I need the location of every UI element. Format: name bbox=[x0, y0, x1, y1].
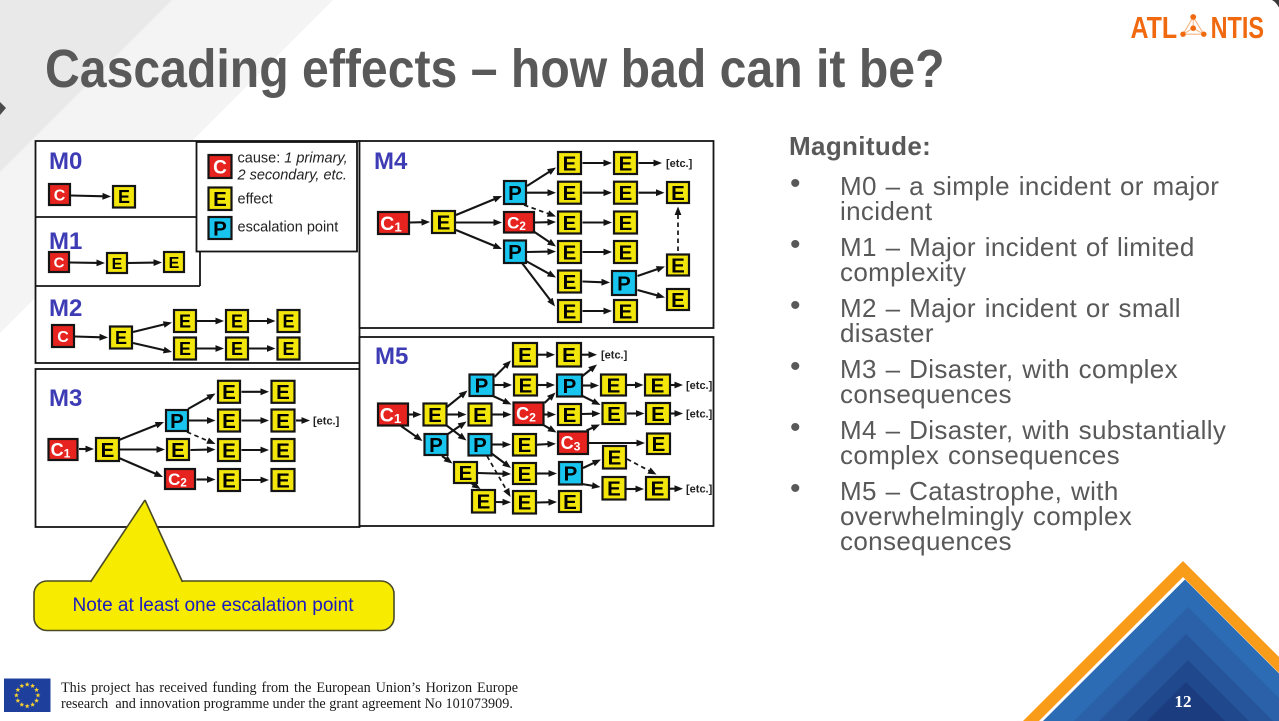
svg-text:E: E bbox=[563, 241, 577, 264]
svg-text:E: E bbox=[652, 433, 666, 456]
svg-text:E: E bbox=[651, 478, 665, 501]
svg-text:12: 12 bbox=[1175, 692, 1192, 711]
svg-text:E: E bbox=[222, 439, 236, 462]
svg-text:E: E bbox=[222, 381, 236, 404]
svg-text:E: E bbox=[473, 404, 487, 427]
svg-text:P: P bbox=[429, 434, 443, 457]
svg-text:E: E bbox=[563, 152, 577, 175]
svg-text:M0: M0 bbox=[49, 148, 82, 175]
svg-text:E: E bbox=[222, 410, 236, 433]
svg-text:E: E bbox=[169, 255, 180, 272]
svg-text:[etc.]: [etc.] bbox=[601, 350, 628, 362]
svg-text:E: E bbox=[671, 289, 685, 312]
svg-text:E: E bbox=[231, 311, 243, 331]
svg-text:E: E bbox=[619, 241, 633, 264]
svg-text:E: E bbox=[276, 410, 290, 433]
svg-text:E: E bbox=[563, 404, 577, 427]
svg-text:E: E bbox=[437, 211, 451, 234]
svg-text:E: E bbox=[563, 271, 577, 294]
svg-text:E: E bbox=[563, 182, 577, 205]
svg-text:E: E bbox=[608, 447, 622, 470]
svg-text:ATL: ATL bbox=[1131, 10, 1178, 44]
svg-text:E: E bbox=[428, 404, 442, 427]
svg-text:E: E bbox=[282, 339, 294, 359]
svg-text:M3: M3 bbox=[49, 385, 82, 412]
svg-text:E: E bbox=[619, 212, 633, 235]
svg-text:Note at least one escalation p: Note at least one escalation point bbox=[73, 595, 355, 616]
svg-text:E: E bbox=[518, 492, 532, 515]
svg-text:E: E bbox=[607, 403, 621, 426]
svg-text:[etc.]: [etc.] bbox=[686, 409, 713, 421]
svg-text:2 secondary, etc.: 2 secondary, etc. bbox=[237, 168, 347, 184]
svg-text:E: E bbox=[619, 182, 633, 205]
svg-text:E: E bbox=[112, 256, 123, 273]
svg-text:E: E bbox=[222, 469, 236, 492]
svg-text:[etc.]: [etc.] bbox=[686, 380, 713, 392]
svg-text:[etc.]: [etc.] bbox=[686, 484, 713, 496]
svg-text:E: E bbox=[518, 463, 532, 486]
svg-text:E: E bbox=[118, 187, 130, 207]
svg-text:P: P bbox=[617, 272, 631, 295]
svg-text:E: E bbox=[619, 300, 633, 323]
svg-text:E: E bbox=[459, 462, 473, 485]
svg-text:escalation point: escalation point bbox=[238, 220, 339, 236]
svg-text:E: E bbox=[563, 491, 577, 514]
svg-text:E: E bbox=[519, 374, 533, 397]
svg-text:E: E bbox=[276, 469, 290, 492]
svg-text:E: E bbox=[276, 381, 290, 404]
svg-text:E: E bbox=[101, 439, 115, 462]
svg-text:E: E bbox=[651, 403, 665, 426]
svg-text:E: E bbox=[518, 434, 532, 457]
svg-text:cause: 1 primary,: cause: 1 primary, bbox=[238, 151, 348, 167]
svg-text:P: P bbox=[170, 410, 184, 433]
svg-text:M2: M2 bbox=[49, 295, 82, 322]
svg-text:P: P bbox=[473, 434, 487, 457]
svg-text:P: P bbox=[213, 217, 227, 240]
svg-text:NTIS: NTIS bbox=[1211, 10, 1264, 45]
svg-text:P: P bbox=[563, 375, 577, 398]
svg-text:[etc.]: [etc.] bbox=[313, 416, 340, 428]
svg-text:E: E bbox=[607, 374, 621, 397]
svg-text:E: E bbox=[562, 344, 576, 367]
svg-text:E: E bbox=[179, 339, 191, 359]
svg-text:M1: M1 bbox=[49, 228, 82, 255]
svg-text:E: E bbox=[619, 152, 633, 175]
svg-text:E: E bbox=[651, 374, 665, 397]
svg-text:[etc.]: [etc.] bbox=[666, 158, 693, 170]
svg-text:P: P bbox=[508, 182, 522, 205]
svg-text:P: P bbox=[475, 375, 489, 398]
svg-text:C: C bbox=[54, 187, 66, 204]
svg-text:E: E bbox=[563, 300, 577, 323]
svg-text:C: C bbox=[57, 329, 69, 346]
svg-text:E: E bbox=[671, 254, 685, 277]
svg-text:E: E bbox=[563, 212, 577, 235]
svg-text:C: C bbox=[213, 157, 227, 178]
svg-text:effect: effect bbox=[238, 192, 273, 208]
svg-text:E: E bbox=[171, 439, 185, 462]
svg-text:M5: M5 bbox=[375, 343, 408, 370]
svg-text:E: E bbox=[518, 344, 532, 367]
svg-text:E: E bbox=[671, 182, 685, 205]
svg-text:E: E bbox=[213, 188, 227, 211]
svg-text:P: P bbox=[508, 241, 522, 264]
svg-text:E: E bbox=[276, 439, 290, 462]
svg-text:C: C bbox=[54, 254, 65, 271]
svg-text:E: E bbox=[231, 339, 243, 359]
svg-text:P: P bbox=[564, 463, 578, 486]
svg-text:E: E bbox=[179, 311, 191, 331]
svg-text:M4: M4 bbox=[374, 148, 408, 175]
svg-text:E: E bbox=[477, 491, 491, 514]
svg-text:E: E bbox=[607, 478, 621, 501]
svg-text:E: E bbox=[282, 311, 294, 331]
svg-text:E: E bbox=[115, 328, 127, 348]
